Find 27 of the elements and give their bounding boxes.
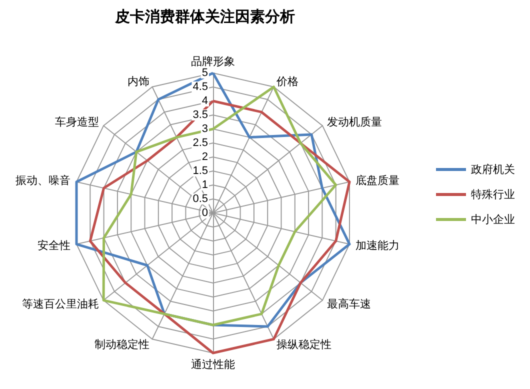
y-tick-label: 2.5 [192, 137, 208, 149]
y-tick-label: 3.5 [192, 109, 208, 121]
spoke-label: 加速能力 [355, 238, 400, 252]
chart-title: 皮卡消费群体关注因素分析 [114, 8, 295, 26]
spoke-label: 安全性 [38, 238, 71, 252]
y-tick-label: 2 [202, 151, 208, 163]
spoke-label: 振动、噪音 [16, 174, 71, 188]
spoke-label: 内饰 [128, 74, 150, 88]
y-tick-label: 3 [202, 123, 208, 135]
spoke-label: 制动稳定性 [94, 338, 150, 352]
y-tick-label: 4 [202, 95, 208, 107]
spoke-label: 车身造型 [54, 115, 99, 128]
y-tick-label: 4.5 [192, 81, 208, 93]
spoke-label: 等速百公里油耗 [22, 298, 99, 311]
spoke-label: 底盘质量 [355, 174, 400, 188]
legend-label: 政府机关 [471, 163, 515, 176]
spoke-label: 最高车速 [327, 298, 372, 311]
spoke-label: 品牌形象 [191, 55, 235, 68]
spoke-label: 通过性能 [191, 358, 235, 371]
y-tick-label: 1.5 [192, 165, 208, 177]
spoke-label: 发动机质量 [327, 115, 382, 128]
y-tick-label: 5 [202, 67, 208, 79]
legend-label: 特殊行业 [471, 188, 515, 201]
spoke-label: 价格 [275, 74, 298, 88]
legend-label: 中小企业 [471, 213, 515, 226]
y-tick-label: 1 [202, 179, 208, 191]
spoke-label: 操纵稳定性 [276, 338, 332, 352]
